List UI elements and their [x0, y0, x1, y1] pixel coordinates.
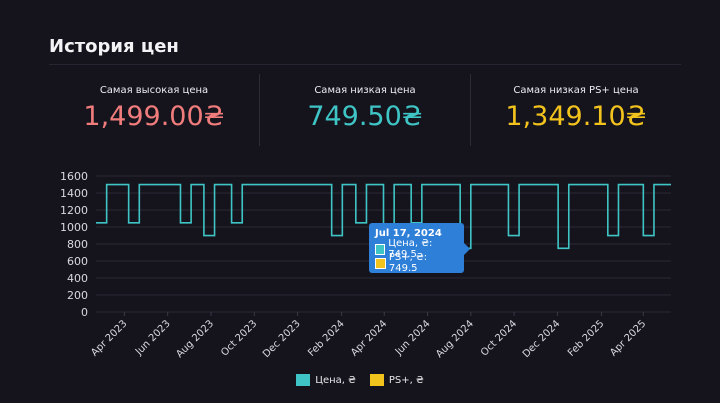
stat-lowest-psplus: Самая низкая PS+ цена 1,349.10₴ — [470, 74, 681, 146]
legend-swatch-price — [296, 374, 311, 386]
stat-value: 749.50₴ — [307, 101, 423, 132]
stat-label: Самая низкая PS+ цена — [513, 85, 639, 96]
legend-label-psplus: PS+, ₴ — [388, 374, 424, 386]
x-tick-label: Jun 2023 — [133, 318, 173, 358]
page-title: История цен — [49, 36, 179, 57]
stat-value: 1,499.00₴ — [83, 101, 225, 132]
y-tick-label: 400 — [67, 272, 88, 285]
chart-legend: Цена, ₴ PS+, ₴ — [0, 374, 720, 386]
y-tick-label: 1600 — [60, 170, 88, 183]
x-tick-label: Oct 2023 — [219, 318, 259, 358]
y-tick-label: 1200 — [60, 204, 88, 217]
stat-lowest: Самая низкая цена 749.50₴ — [259, 74, 470, 146]
x-tick-label: Dec 2024 — [521, 318, 563, 360]
legend-swatch-psplus — [369, 374, 384, 386]
x-tick-label: Jun 2024 — [393, 318, 433, 358]
tooltip-text-price: Цена, ₴: 749.5 — [388, 238, 433, 260]
tooltip-row-price: Цена, ₴: 749.5 — [375, 238, 458, 260]
tooltip-swatch-psplus — [375, 257, 386, 269]
y-tick-label: 0 — [81, 306, 88, 319]
tooltip-swatch-price — [375, 243, 386, 255]
tooltip-date: Jul 17, 2024 — [375, 228, 442, 239]
x-tick-label: Dec 2023 — [261, 318, 303, 360]
x-tick-label: Apr 2024 — [349, 318, 389, 358]
tooltip-text-psplus: PS+, ₴: 749.5 — [388, 252, 428, 274]
y-tick-label: 800 — [67, 238, 88, 251]
stat-value: 1,349.10₴ — [505, 101, 647, 132]
legend-label-price: Цена, ₴ — [315, 374, 356, 386]
stats-row: Самая высокая цена 1,499.00₴ Самая низка… — [49, 74, 681, 146]
x-tick-label: Feb 2025 — [566, 318, 607, 359]
y-tick-label: 600 — [67, 255, 88, 268]
chart-tooltip: Jul 17, 2024 Цена, ₴: 749.5 PS+, ₴: 749.… — [369, 223, 470, 274]
stat-label: Самая высокая цена — [99, 85, 209, 96]
legend-item-psplus[interactable]: PS+, ₴ — [369, 374, 424, 386]
y-tick-label: 1400 — [60, 187, 88, 200]
tooltip-row-psplus: PS+, ₴: 749.5 — [375, 252, 458, 274]
stat-highest: Самая высокая цена 1,499.00₴ — [49, 74, 259, 146]
y-tick-label: 1000 — [60, 221, 88, 234]
series-line — [96, 183, 671, 250]
stat-label: Самая низкая цена — [314, 85, 416, 96]
x-tick-label: Apr 2025 — [608, 318, 648, 358]
divider — [49, 64, 681, 65]
x-tick-label: Aug 2023 — [174, 318, 216, 360]
x-tick-label: Aug 2024 — [434, 318, 476, 360]
y-tick-label: 200 — [67, 289, 88, 302]
x-tick-label: Oct 2024 — [479, 318, 519, 358]
legend-item-price[interactable]: Цена, ₴ — [296, 374, 356, 386]
x-tick-label: Feb 2024 — [306, 318, 347, 359]
x-tick-label: Apr 2023 — [89, 318, 129, 358]
